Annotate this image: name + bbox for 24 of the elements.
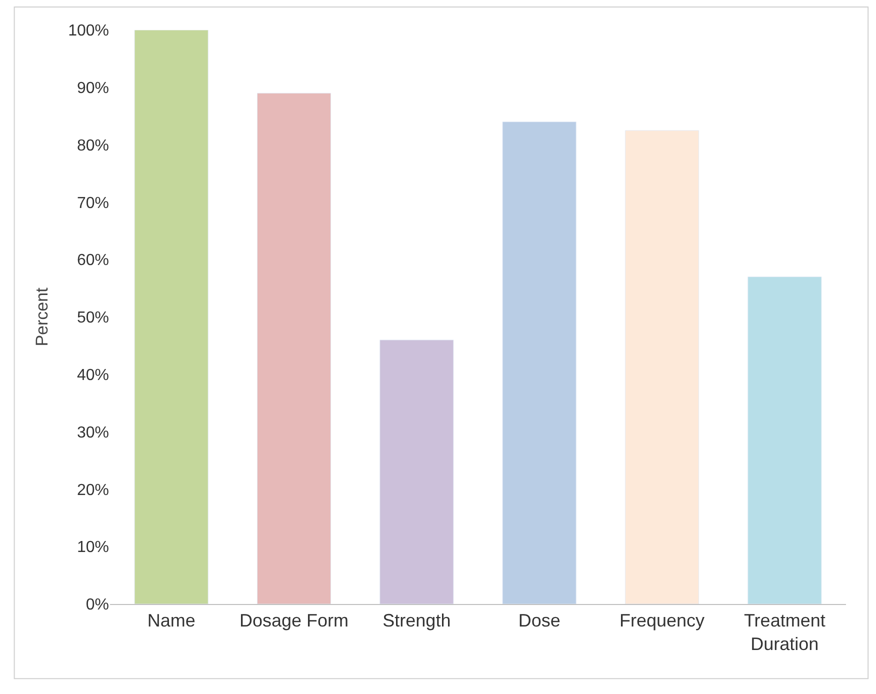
x-tick-label: Frequency (619, 610, 705, 631)
y-tick-label: 20% (76, 482, 109, 499)
x-tick-label: Name (147, 610, 196, 631)
bar (256, 92, 332, 604)
x-tick-label: Dose (518, 610, 560, 631)
bar (502, 122, 576, 604)
y-tick-label: 70% (76, 194, 109, 212)
bar (624, 130, 700, 604)
y-tick-label: 30% (76, 424, 109, 442)
y-tick-label: 100% (68, 22, 109, 40)
y-tick-label: 10% (76, 539, 109, 556)
y-tick-label: 0% (86, 596, 109, 614)
x-tick-label: Dosage Form (239, 610, 349, 631)
y-tick-label: 50% (76, 310, 109, 327)
x-tick-label: Treatment Duration (744, 610, 826, 654)
x-tick-label: Strength (382, 610, 451, 631)
y-tick-label: 80% (76, 137, 109, 154)
y-axis-title: Percent (32, 287, 52, 346)
y-tick-label: 60% (76, 252, 109, 270)
bar (748, 276, 822, 604)
bar (134, 30, 208, 604)
y-tick-label: 40% (76, 367, 109, 384)
y-tick-label: 90% (76, 80, 109, 97)
bar (380, 340, 454, 604)
